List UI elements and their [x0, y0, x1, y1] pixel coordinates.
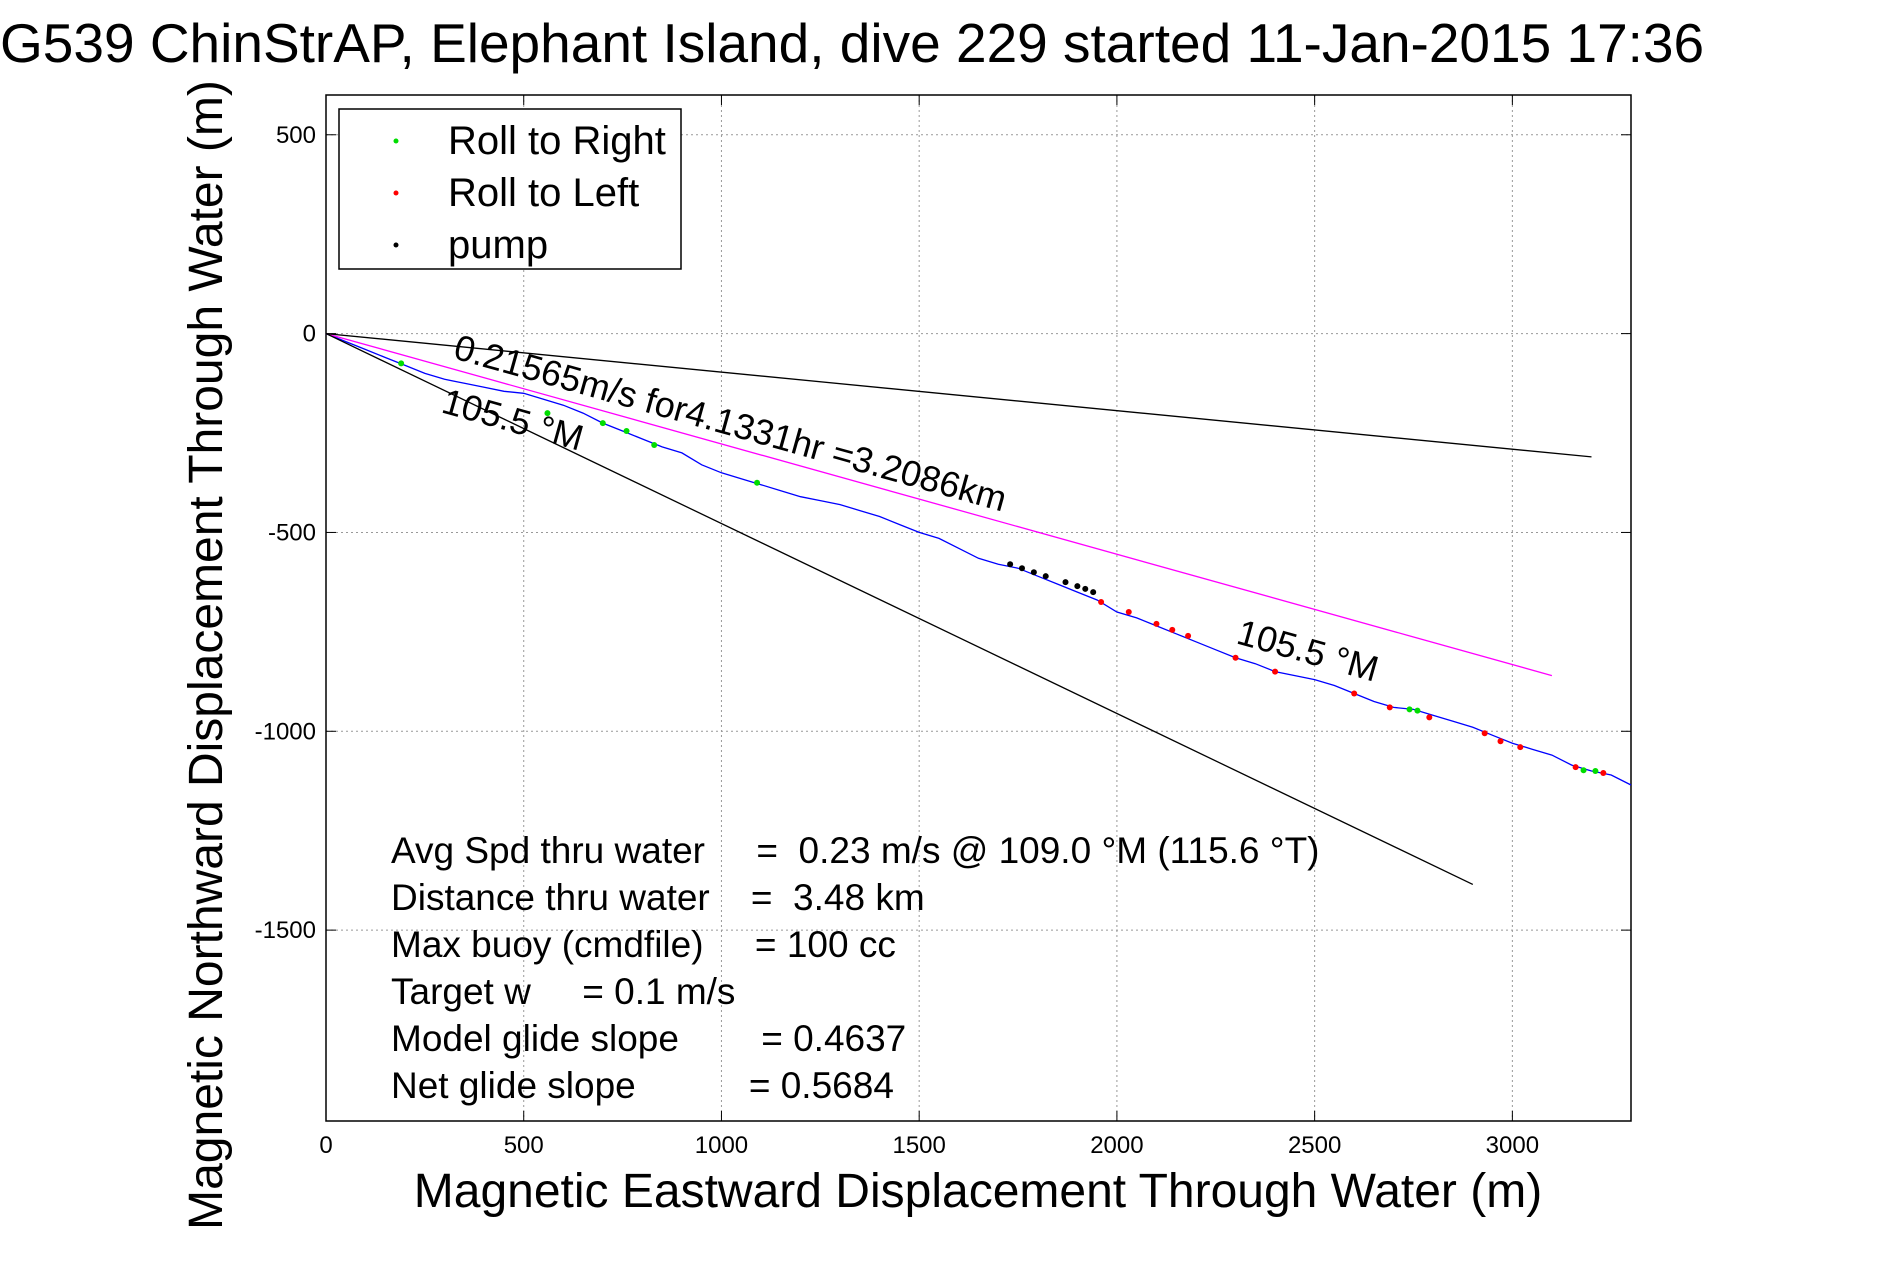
y-axis: 500 0 -500 -1000 -1500 [255, 122, 1631, 944]
heading-line [325, 332, 1553, 677]
x-tick-label: 0 [319, 1132, 332, 1159]
roll-left-point [1153, 620, 1160, 627]
stat-line: Avg Spd thru water = 0.23 m/s @ 109.0 °M… [391, 830, 1320, 871]
roll-left-point [1351, 690, 1358, 697]
lower-reference-line [325, 333, 1474, 885]
x-tick-label: 500 [504, 1132, 544, 1159]
x-tick-label: 2000 [1090, 1132, 1143, 1159]
roll-right-point [1580, 767, 1587, 774]
stat-line: Target w = 0.1 m/s [391, 971, 735, 1012]
roll-left-point [1272, 668, 1279, 675]
stat-line: Distance thru water = 3.48 km [391, 877, 925, 918]
roll-right-point [754, 479, 761, 486]
y-tick-label: 0 [303, 321, 316, 348]
legend-label: pump [448, 223, 548, 267]
y-axis-label: Magnetic Northward Displacement Through … [180, 80, 233, 1230]
roll-left-point [1572, 764, 1579, 771]
pump-point [1019, 565, 1025, 572]
roll-right-point [1414, 707, 1421, 714]
roll-left-point [1426, 714, 1433, 721]
roll-right-point [623, 428, 630, 435]
pump-point [1074, 583, 1081, 590]
x-tick-label: 3000 [1486, 1132, 1539, 1159]
chart-title: G539 ChinStrAP, Elephant Island, dive 22… [0, 12, 1704, 74]
y-tick-label: -1500 [255, 917, 316, 944]
pump-point [1062, 579, 1069, 586]
legend-label: Roll to Right [448, 119, 666, 163]
roll-left-point [1600, 770, 1607, 777]
roll-left-point [1169, 626, 1176, 633]
x-axis: 0 500 1000 1500 2000 2500 3000 [319, 95, 1539, 1159]
legend-marker [393, 242, 399, 248]
y-tick-label: -1000 [255, 718, 316, 745]
x-tick-label: 1500 [892, 1132, 945, 1159]
roll-right-point [544, 410, 551, 417]
x-axis-label: Magnetic Eastward Displacement Through W… [414, 1165, 1542, 1218]
pump-point [1082, 585, 1089, 592]
upper-reference-line [325, 332, 1592, 458]
roll-left-point [1098, 599, 1105, 606]
legend-marker [393, 138, 399, 144]
stats-block: Avg Spd thru water = 0.23 m/s @ 109.0 °M… [391, 830, 1320, 1106]
track-line [325, 332, 1632, 786]
pump-point [1042, 573, 1049, 580]
roll-right-point [1592, 768, 1599, 775]
y-tick-label: -500 [268, 519, 316, 546]
roll-left-point [1497, 738, 1504, 745]
points-group [398, 360, 1607, 777]
roll-right-point [651, 441, 658, 448]
roll-left-point [1386, 704, 1393, 711]
legend-box [338, 108, 682, 270]
legend-label: Roll to Left [448, 171, 639, 215]
stat-line: Model glide slope = 0.4637 [391, 1018, 906, 1059]
x-tick-label: 1000 [695, 1132, 748, 1159]
pump-point [1030, 569, 1037, 576]
legend: Roll to Right Roll to Left pump [338, 108, 682, 270]
pump-point [1090, 589, 1097, 596]
roll-left-point [1185, 632, 1192, 639]
y-tick-label: 500 [276, 122, 316, 149]
roll-left-point [1517, 744, 1524, 751]
roll-left-point [1481, 730, 1488, 737]
pump-point [1007, 561, 1014, 568]
legend-marker [393, 190, 399, 196]
roll-right-point [599, 420, 606, 427]
stat-line: Net glide slope = 0.5684 [391, 1065, 894, 1106]
series-group [325, 332, 1632, 885]
plot-frame [325, 94, 1632, 1122]
roll-left-point [1125, 608, 1132, 615]
roll-left-point [1232, 654, 1239, 661]
x-tick-label: 2500 [1288, 1132, 1341, 1159]
roll-right-point [1406, 706, 1413, 713]
roll-right-point [398, 360, 405, 367]
stat-line: Max buoy (cmdfile) = 100 cc [391, 924, 896, 965]
